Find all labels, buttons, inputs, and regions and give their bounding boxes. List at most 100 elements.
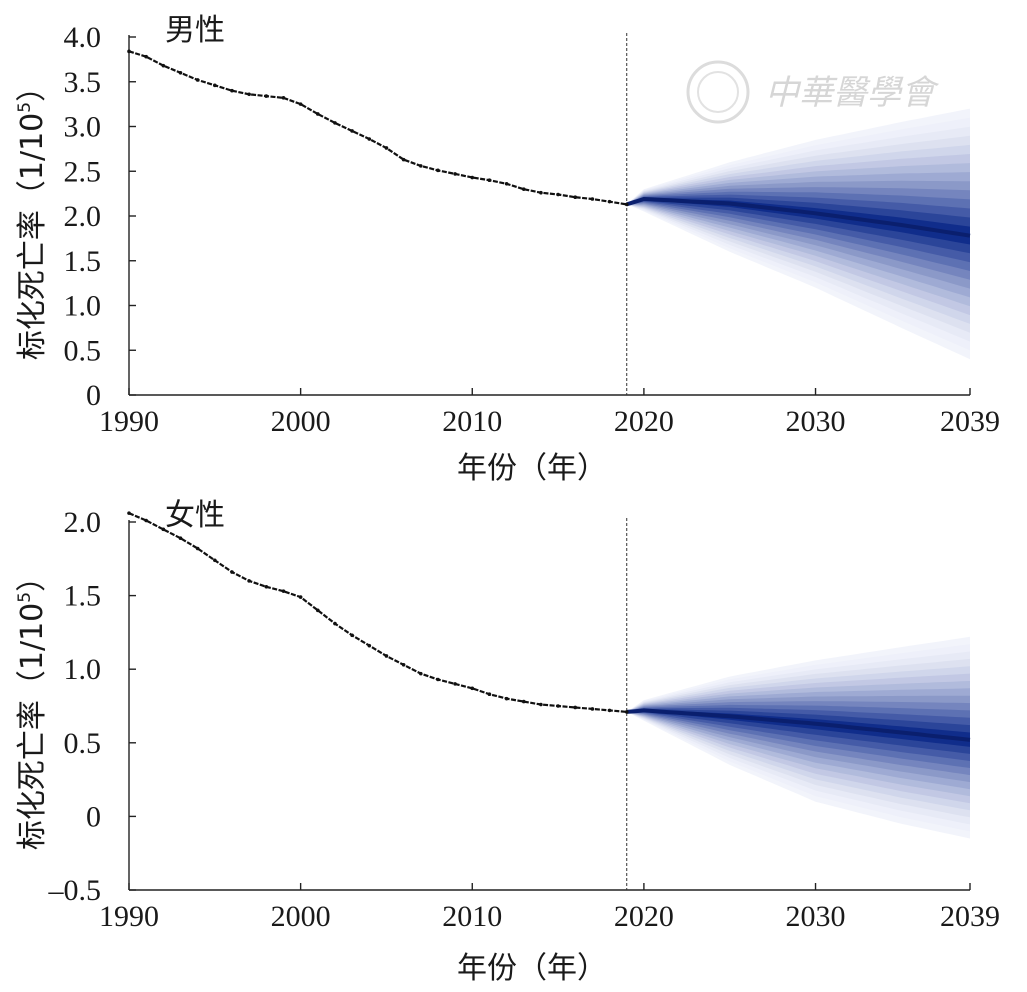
observed-point [230, 88, 234, 93]
observed-point [556, 704, 560, 708]
x-tick-label: 2030 [786, 900, 846, 933]
axes: 1990 2000 2010 2020 2030 2039 –0.5 0 0.5 1.0 1.5 2.… [48, 506, 1001, 933]
forecast-band [626, 709, 970, 747]
y-tick-label: 2.0 [64, 506, 102, 539]
x-tick-label: 2039 [940, 900, 1000, 933]
y-axis-title-sup: 5 [15, 592, 35, 603]
observed-point [487, 178, 492, 182]
chart-panel-male: 男性 1990 2000 2010 2020 2030 2039 0 0.5 1.0 1.5 2.0… [15, 13, 1000, 486]
observed-point [607, 708, 612, 713]
observed-point [521, 187, 526, 191]
x-tick-label: 2000 [271, 900, 331, 933]
watermark-seal-icon [686, 60, 750, 124]
observed-point [470, 686, 475, 691]
chart-panel-female: 女性 1990 2000 2010 2020 2030 2039 –0.5 0 0.5 1.0 1.… [15, 498, 1000, 986]
observed-point [350, 633, 354, 638]
x-tick-label: 2039 [940, 405, 1000, 438]
x-tick-label: 2020 [614, 405, 674, 438]
x-axis-title: 年份（年） [457, 951, 607, 986]
forecast-median-line [626, 708, 971, 742]
observed-series [127, 49, 629, 207]
observed-point [127, 511, 131, 515]
observed-point [127, 49, 131, 54]
observed-point [436, 677, 440, 682]
forecast-fan [626, 636, 971, 839]
observed-point [573, 195, 578, 200]
observed-point [453, 172, 457, 176]
y-axis-title-group: 标化死亡率（1/105） [15, 562, 50, 850]
observed-point [333, 121, 337, 125]
observed-point [590, 707, 595, 711]
y-tick-label: 0 [86, 800, 101, 833]
y-axis-title-main: 标化死亡率（1/10 [15, 113, 50, 360]
observed-point [350, 129, 354, 133]
x-tick-label: 1990 [99, 405, 159, 438]
observed-point [315, 112, 320, 116]
observed-point [556, 192, 560, 197]
panel-title: 男性 [165, 13, 225, 48]
y-axis-title-main: 标化死亡率（1/10 [15, 603, 50, 850]
observed-point [384, 654, 389, 658]
x-axis-title: 年份（年） [457, 451, 607, 486]
y-tick-label: 0.5 [64, 727, 102, 760]
observed-point [230, 570, 234, 574]
observed-point [624, 710, 629, 714]
forecast-median-line [626, 196, 971, 238]
observed-point [298, 102, 303, 106]
observed-point [607, 199, 612, 204]
observed-line [128, 512, 627, 713]
observed-line [128, 50, 627, 206]
x-tick-label: 2010 [442, 405, 502, 438]
x-tick-label: 2020 [614, 900, 674, 933]
observed-point [247, 579, 251, 583]
forecast-band [626, 198, 970, 245]
observed-point [401, 662, 406, 667]
observed-point [453, 682, 457, 686]
observed-point [315, 608, 320, 613]
observed-point [367, 643, 372, 648]
y-axis-title-close: ） [15, 72, 50, 102]
watermark-seal-inner-icon [697, 71, 739, 113]
y-tick-label: 1.5 [64, 580, 102, 613]
y-tick-label: 2.5 [64, 155, 102, 188]
observed-point [247, 92, 251, 97]
observed-point [281, 96, 286, 100]
y-axis-title: 标化死亡率（1/105） [15, 72, 50, 360]
panel-title: 女性 [165, 498, 225, 533]
y-tick-label: 3.0 [64, 111, 102, 144]
observed-point [264, 94, 269, 98]
y-tick-label: 3.5 [64, 66, 102, 99]
x-tick-label: 2000 [271, 405, 331, 438]
x-tick-label: 1990 [99, 900, 159, 933]
observed-point [298, 595, 303, 599]
observed-point [504, 181, 509, 186]
observed-point [521, 699, 526, 704]
observed-point [144, 54, 148, 59]
observed-point [281, 589, 286, 593]
y-tick-label: –0.5 [48, 874, 102, 907]
axes: 1990 2000 2010 2020 2030 2039 0 0.5 1.0 1.5 2.0 2.5… [64, 21, 1001, 438]
observed-point [504, 696, 509, 701]
observed-point [539, 190, 543, 195]
observed-point [195, 78, 200, 82]
y-tick-label: 1.0 [64, 653, 102, 686]
y-axis-title: 标化死亡率（1/105） [15, 562, 50, 850]
forecast-fan [626, 108, 971, 360]
forecast-band [626, 197, 970, 254]
forecast-band [626, 708, 970, 754]
observed-point [213, 558, 217, 563]
observed-point [333, 621, 337, 626]
y-tick-label: 1.5 [64, 245, 102, 278]
y-axis-title-sup: 5 [15, 102, 35, 113]
observed-point [590, 197, 595, 201]
y-tick-label: 0.5 [64, 334, 102, 367]
observed-point [487, 692, 492, 697]
observed-point [195, 546, 200, 551]
observed-point [470, 175, 475, 180]
x-tick-label: 2030 [786, 405, 846, 438]
y-tick-label: 4.0 [64, 21, 102, 54]
observed-point [573, 705, 578, 710]
observed-point [144, 518, 148, 523]
observed-point [161, 63, 166, 68]
watermark-text: 中華醫學會 [765, 73, 940, 113]
